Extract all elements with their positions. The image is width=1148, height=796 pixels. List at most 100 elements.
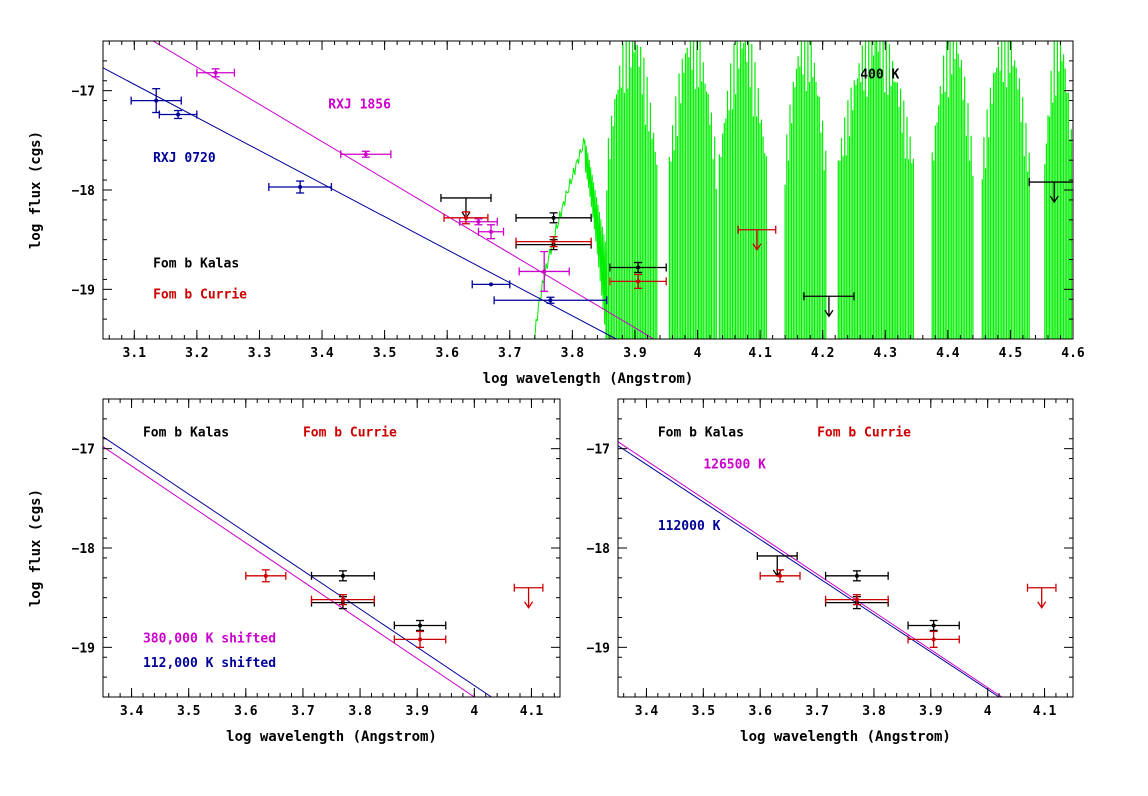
x-tick-label: 3.6 xyxy=(234,704,258,719)
annotation-label: Fom b Kalas xyxy=(143,426,229,441)
x-tick-label: 3.9 xyxy=(919,704,942,719)
spectrum-band xyxy=(931,41,974,339)
x-axis-title: log wavelength (Angstrom) xyxy=(226,729,437,745)
x-tick-label: 3.2 xyxy=(185,346,208,361)
x-tick-label: 3.6 xyxy=(748,704,772,719)
data-point xyxy=(310,570,375,582)
annotation-label: Fom b Currie xyxy=(817,426,911,441)
plot-frame xyxy=(102,40,1074,340)
x-tick-label: 3.4 xyxy=(310,346,334,361)
spectrum-band xyxy=(606,41,658,339)
series-rxj-0720 xyxy=(130,88,608,305)
data-point xyxy=(907,619,960,632)
data-point xyxy=(310,594,375,606)
x-tick-label: 3.3 xyxy=(248,346,271,361)
annotation-label: Fom b Currie xyxy=(153,287,247,302)
data-point xyxy=(759,569,801,583)
annotation-label: Fom b Kalas xyxy=(658,426,744,441)
annotation-label: 400 K xyxy=(860,68,899,83)
x-tick-label: 4.3 xyxy=(874,346,897,361)
spectrum-band xyxy=(668,41,717,339)
data-point xyxy=(515,236,592,248)
fit-line xyxy=(152,41,654,339)
y-tick-label: −19 xyxy=(72,641,95,656)
x-axis-title: log wavelength (Angstrom) xyxy=(483,371,694,387)
y-axis-title: log flux (cgs) xyxy=(28,131,44,249)
plot-frame xyxy=(102,398,561,698)
fit-line xyxy=(618,445,1000,697)
y-tick-label: −19 xyxy=(72,283,95,298)
data-point xyxy=(824,570,889,582)
data-point xyxy=(443,211,489,225)
chart-panel-bottom-right: 3.4 3.5 3.6 3.7 3.8 3.9 4 4.1 −19 −18 −17 log wavel… xyxy=(587,398,1074,745)
fit-line xyxy=(103,67,617,339)
data-point xyxy=(158,109,198,120)
x-tick-label: 3.7 xyxy=(291,704,314,719)
fit-line xyxy=(103,436,492,697)
x-tick-label: 4.4 xyxy=(936,346,960,361)
annotation-label: 112000 K xyxy=(658,519,721,534)
y-tick-label: −18 xyxy=(72,542,96,557)
x-tick-label: 3.7 xyxy=(498,346,521,361)
data-point xyxy=(1028,178,1073,204)
x-tick-label: 3.4 xyxy=(635,704,659,719)
y-tick-label: −18 xyxy=(587,542,611,557)
x-tick-label: 3.4 xyxy=(120,704,144,719)
annotation-label: RXJ 0720 xyxy=(153,151,216,166)
x-tick-label: 3.8 xyxy=(862,704,886,719)
data-point xyxy=(196,68,236,78)
data-point xyxy=(515,212,592,224)
y-tick-label: −18 xyxy=(72,184,96,199)
data-point xyxy=(513,583,544,609)
x-tick-label: 4 xyxy=(470,704,478,719)
series-fom-b-currie xyxy=(245,569,544,648)
x-tick-label: 3.5 xyxy=(373,346,396,361)
x-axis-title: log wavelength (Angstrom) xyxy=(740,729,951,745)
data-point xyxy=(477,224,505,240)
x-tick-label: 4.5 xyxy=(999,346,1022,361)
x-tick-label: 3.1 xyxy=(123,346,147,361)
spectrum-band xyxy=(837,41,914,339)
model-spectrum xyxy=(534,41,1073,339)
data-point xyxy=(518,250,570,292)
x-tick-label: 3.6 xyxy=(435,346,459,361)
chart-panel-bottom-left: 3.4 3.5 3.6 3.7 3.8 3.9 4 4.1 −19 −18 −17 log wavel… xyxy=(28,398,561,745)
data-point xyxy=(440,193,492,220)
annotation-label: 126500 K xyxy=(703,458,766,473)
spectrum-band xyxy=(784,41,827,339)
series-fom-b-kalas xyxy=(756,551,960,632)
chart-panel-top: 3.1 3.2 3.3 3.4 3.5 3.6 3.7 3.8 3.9 4 4.1 4.2 4.3 4.4… xyxy=(28,40,1085,387)
data-point xyxy=(907,630,960,648)
data-point xyxy=(756,551,798,578)
data-point xyxy=(245,569,287,583)
plot-area xyxy=(103,41,1073,339)
x-tick-label: 4.6 xyxy=(1061,346,1085,361)
fit-line xyxy=(618,441,1003,697)
data-point xyxy=(393,619,447,632)
data-point xyxy=(130,88,182,114)
plot-area xyxy=(618,441,1057,697)
data-point xyxy=(803,292,855,318)
series-fom-b-currie xyxy=(759,569,1057,648)
x-tick-label: 3.8 xyxy=(348,704,372,719)
data-point xyxy=(268,180,333,194)
data-point xyxy=(609,273,667,289)
y-tick-label: −17 xyxy=(72,443,95,458)
series-rxj-1856 xyxy=(196,68,570,292)
x-tick-label: 4.1 xyxy=(520,704,544,719)
y-tick-label: −19 xyxy=(587,641,610,656)
x-tick-label: 3.9 xyxy=(405,704,428,719)
x-tick-label: 3.5 xyxy=(177,704,200,719)
x-tick-label: 4 xyxy=(984,704,992,719)
x-tick-label: 3.7 xyxy=(805,704,828,719)
spectrum-onset xyxy=(534,137,608,339)
fit-line xyxy=(103,446,475,697)
annotation-label: 380,000 K shifted xyxy=(143,631,276,646)
data-point xyxy=(609,261,667,274)
data-point xyxy=(737,225,777,251)
y-axis-title: log flux (cgs) xyxy=(28,489,44,607)
data-point xyxy=(824,594,889,606)
plot-frame xyxy=(617,398,1074,698)
data-point xyxy=(471,280,511,289)
plot-area xyxy=(103,436,544,697)
